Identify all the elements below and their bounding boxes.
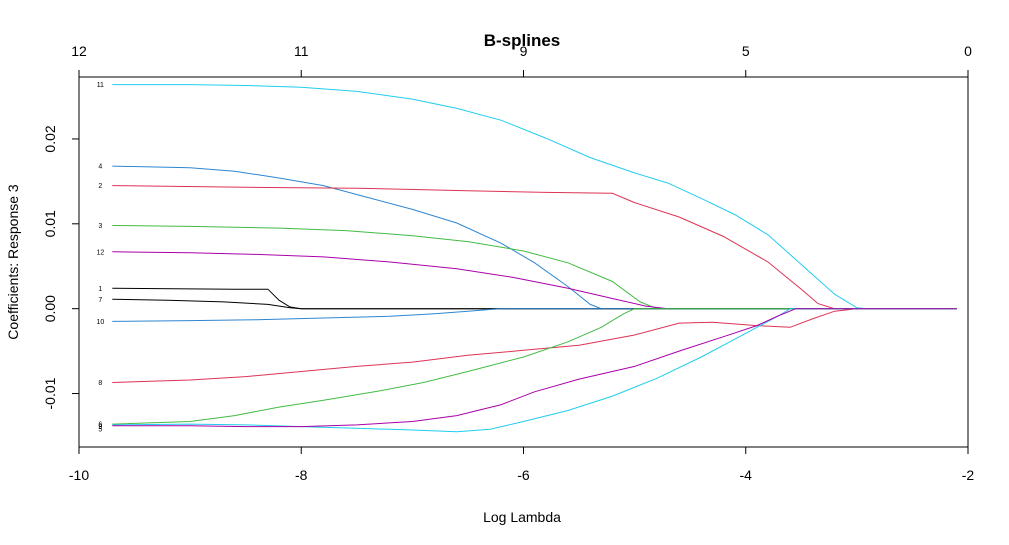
series-line-11	[112, 84, 957, 310]
axes-layer: -10 -8 -6 -4 -212 11 9 5 0-0.010.000.010.02	[42, 43, 974, 483]
x-tick-label: -4	[740, 467, 753, 483]
top-tick-label: 9	[520, 43, 528, 59]
series-line-6	[112, 308, 957, 425]
series-line-8	[112, 308, 957, 383]
plot-frame	[78, 76, 969, 448]
y-tick-label: 0.00	[42, 295, 58, 322]
curve-label-7: 7	[98, 297, 102, 304]
x-tick-label: -2	[962, 467, 975, 483]
y-tick-label: 0.01	[42, 210, 58, 237]
x-tick-label: -6	[517, 467, 530, 483]
curve-label-4: 4	[98, 164, 102, 171]
curve-label-1: 1	[98, 286, 102, 293]
series-line-4	[112, 165, 957, 310]
series-line-2	[112, 185, 957, 310]
top-tick-label: 12	[71, 43, 87, 59]
curve-label-2: 2	[98, 183, 102, 190]
series-line-10	[112, 308, 957, 322]
curve-label-12: 12	[96, 249, 104, 256]
x-axis-title: Log Lambda	[483, 509, 561, 525]
curve-label-9: 9	[98, 424, 102, 431]
y-tick-label: 0.02	[42, 125, 58, 152]
curve-label-8: 8	[98, 380, 102, 387]
curve-label-11: 11	[97, 82, 104, 89]
curve-label-5: 5	[98, 427, 102, 434]
series-line-9	[112, 308, 957, 433]
top-tick-label: 11	[294, 43, 309, 59]
curve-label-6: 6	[98, 422, 102, 429]
y-axis-title: Coefficients: Response 3	[5, 184, 21, 340]
chart-title: B-splines	[484, 31, 561, 50]
top-tick-label: 0	[964, 43, 972, 59]
curve-label-3: 3	[98, 223, 102, 230]
series-line-3	[112, 225, 957, 310]
series-line-7	[112, 298, 957, 310]
top-tick-label: 5	[742, 43, 750, 59]
series-layer	[112, 84, 957, 433]
curve-label-10: 10	[96, 319, 104, 326]
y-tick-label: -0.01	[42, 377, 58, 409]
series-line-1	[112, 287, 957, 310]
series-line-5	[112, 308, 957, 428]
series-line-12	[112, 251, 957, 310]
x-tick-label: -8	[295, 467, 308, 483]
x-tick-label: -10	[69, 467, 89, 483]
